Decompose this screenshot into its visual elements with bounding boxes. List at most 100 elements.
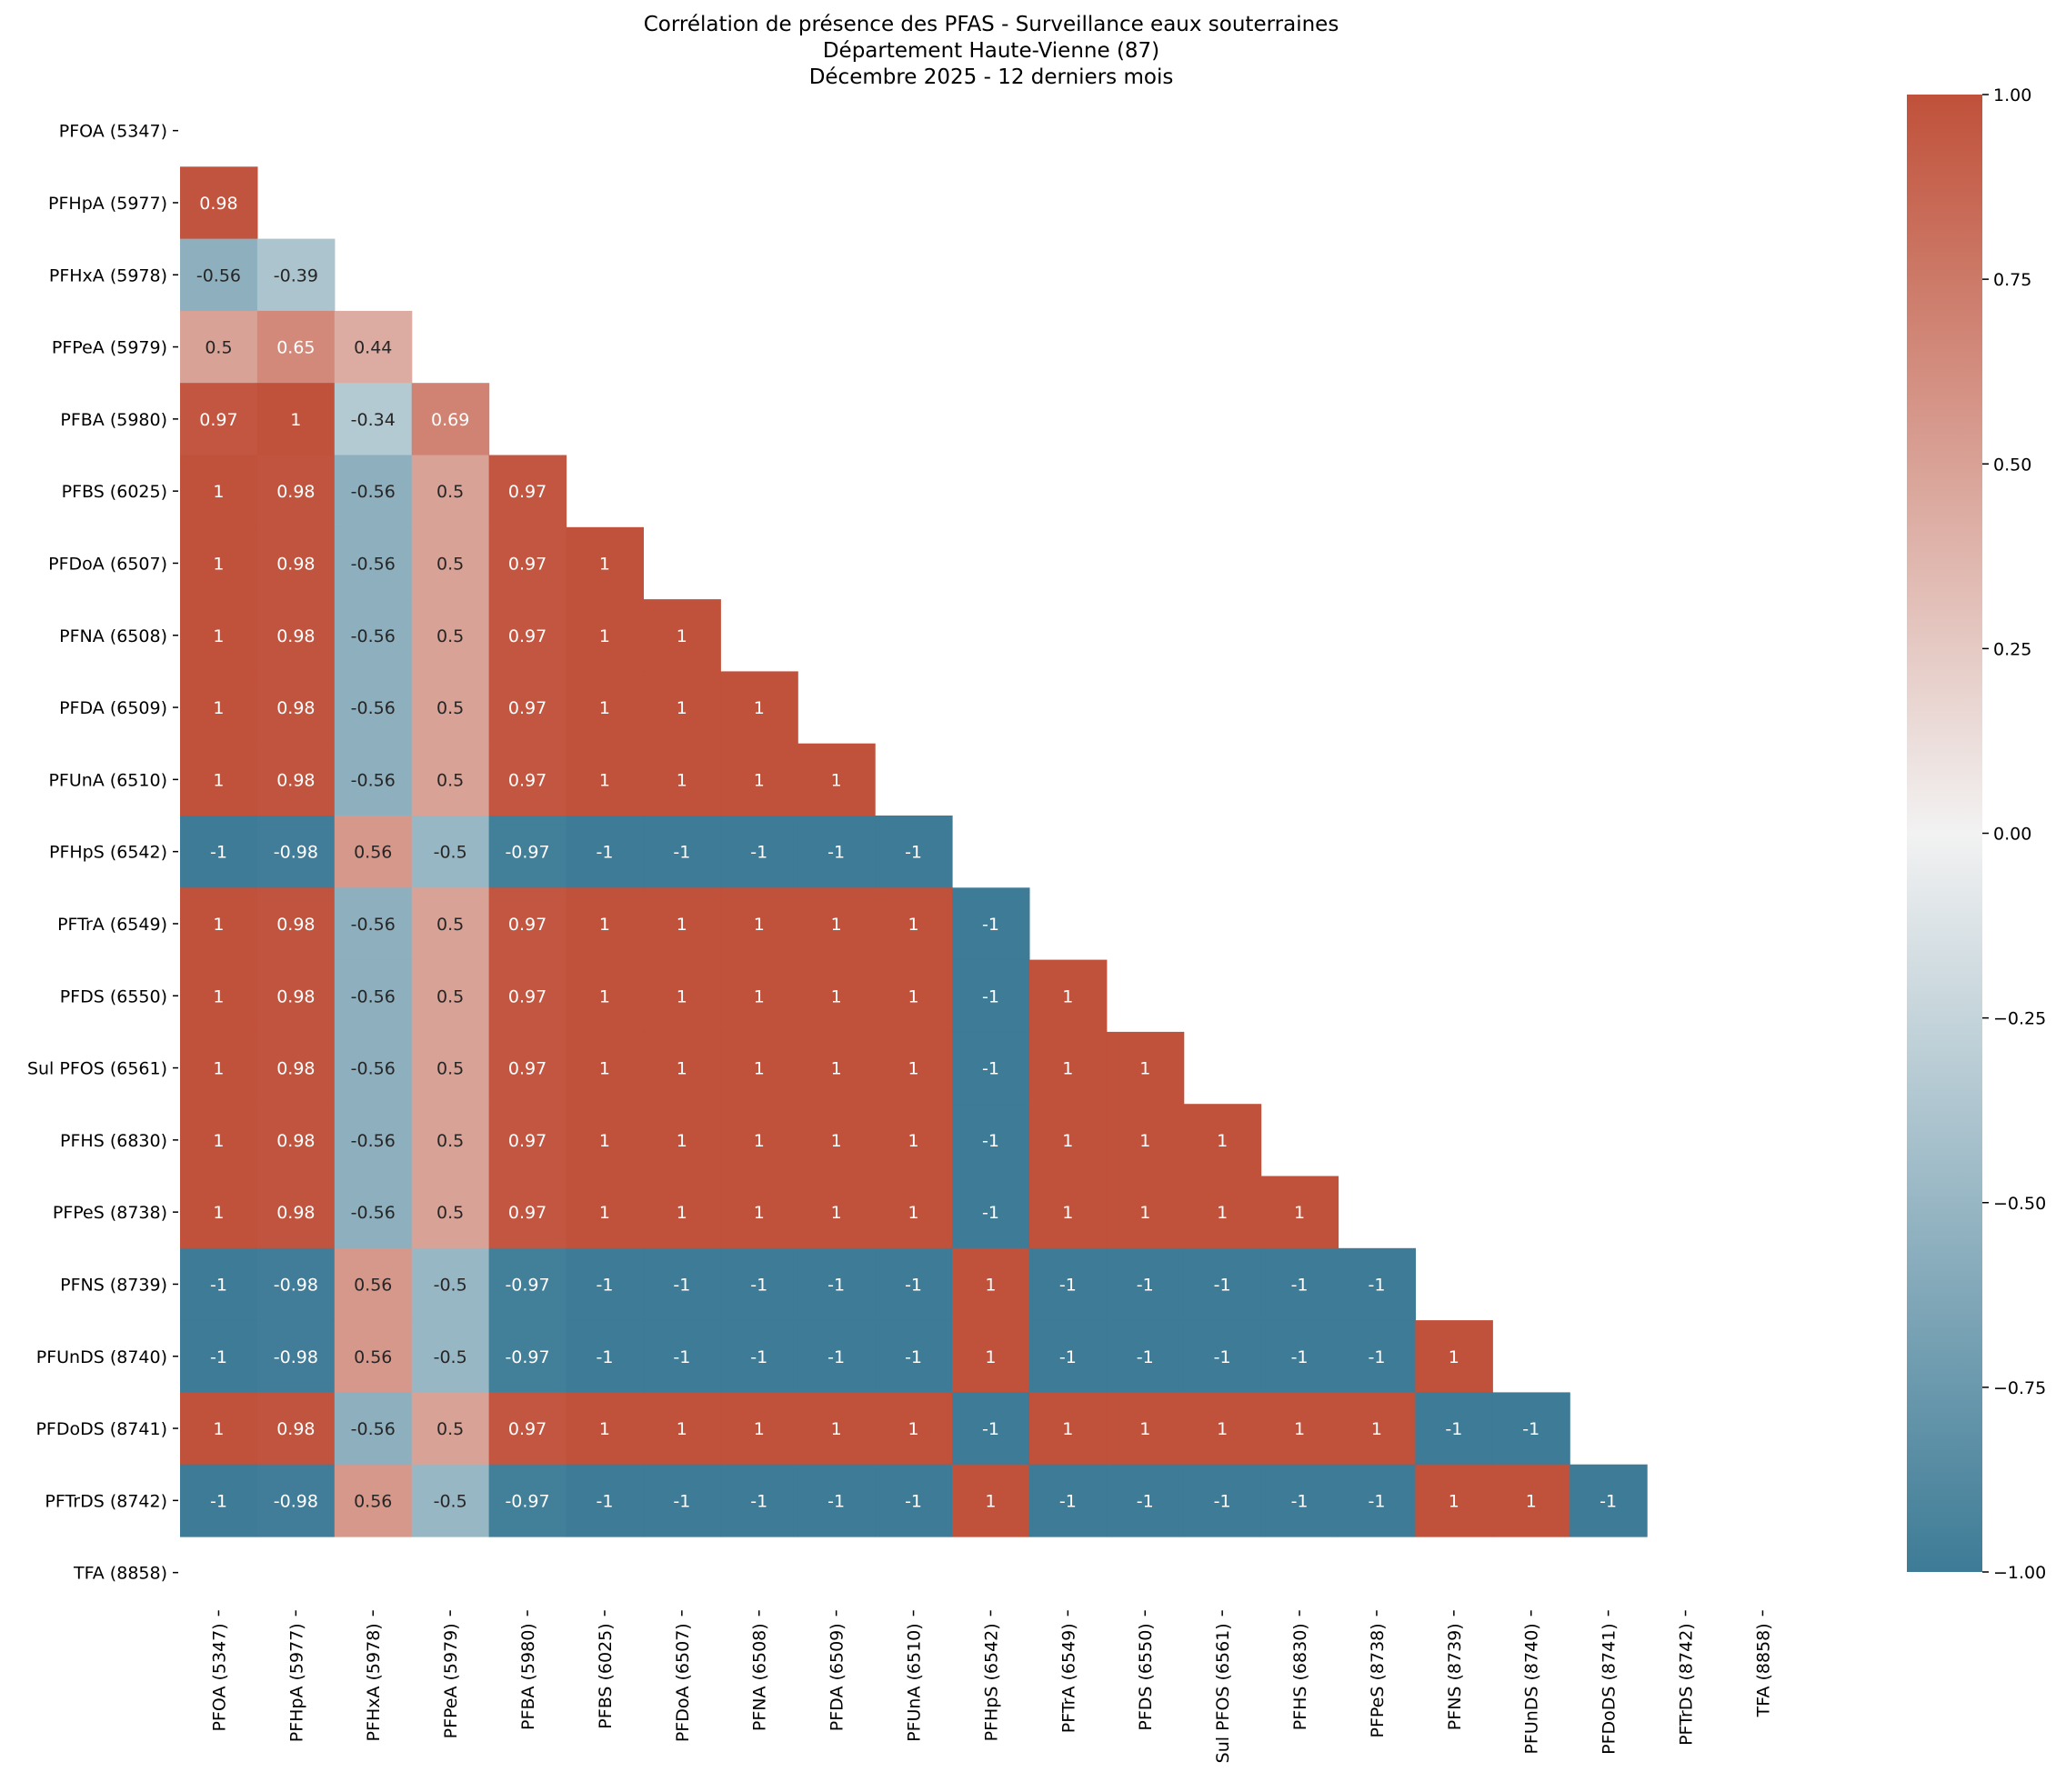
heatmap-cell	[797, 1104, 876, 1177]
heatmap-cell	[875, 1320, 953, 1393]
x-tick-label: Sul PFOS (6561)	[1213, 1623, 1233, 1763]
heatmap-cell	[720, 671, 798, 745]
heatmap-cell	[180, 1320, 258, 1393]
heatmap-cell	[643, 1031, 721, 1105]
colorbar-tick-label: 0.75	[1993, 270, 2031, 290]
cell-value-label: -0.56	[351, 554, 396, 574]
heatmap-cell	[411, 599, 490, 672]
cell-value-label: -1	[982, 915, 999, 935]
cell-value-label: 1	[213, 482, 224, 502]
y-tick-label: PFNS (8739)	[60, 1275, 167, 1295]
y-tick-label: Sul PFOS (6561)	[27, 1059, 167, 1079]
cell-value-label: 0.97	[508, 986, 547, 1006]
cell-value-label: 1	[677, 1203, 687, 1223]
cell-value-label: 1	[1217, 1419, 1228, 1439]
cell-value-label: -0.98	[274, 1491, 318, 1511]
cell-value-label: -1	[1059, 1275, 1077, 1295]
cell-value-label: -1	[210, 843, 227, 863]
heatmap-cell	[180, 887, 258, 961]
heatmap-cell	[875, 816, 953, 888]
cell-value-label: 0.5	[436, 1131, 464, 1151]
heatmap-cell	[643, 671, 721, 745]
heatmap-cell	[1260, 1464, 1339, 1537]
cell-value-label: 1	[985, 1491, 996, 1511]
cell-value-label: -1	[1214, 1275, 1231, 1295]
heatmap-cell	[411, 671, 490, 745]
x-tick-label: PFDA (6509)	[827, 1623, 847, 1731]
heatmap-cell	[180, 1031, 258, 1105]
x-tick-label: PFHpS (6542)	[981, 1623, 1001, 1741]
heatmap-cell	[720, 1320, 798, 1393]
cell-value-label: -1	[596, 1491, 613, 1511]
chart-title-line-3: Décembre 2025 - 12 derniers mois	[809, 65, 1174, 89]
x-tick-label: PFHS (6830)	[1290, 1623, 1310, 1730]
heatmap-cell	[1415, 1464, 1493, 1537]
heatmap-cell	[334, 1320, 413, 1393]
heatmap-cell	[1260, 1320, 1339, 1393]
cell-value-label: -1	[1059, 1347, 1077, 1367]
heatmap-cell	[488, 1320, 567, 1393]
cell-value-label: 1	[213, 1419, 224, 1439]
cell-value-label: -1	[1291, 1275, 1309, 1295]
cell-value-label: 0.98	[276, 770, 315, 790]
cell-value-label: -0.56	[351, 986, 396, 1006]
cell-value-label: 0.98	[276, 986, 315, 1006]
cell-value-label: -1	[827, 843, 845, 863]
heatmap-cells	[180, 166, 1648, 1537]
heatmap-cell	[180, 166, 258, 240]
cell-value-label: 1	[831, 770, 842, 790]
cell-value-label: -0.97	[505, 1347, 549, 1367]
y-axis: PFOA (5347) PFHpA (5977) PFHxA (5978) PFPeA…	[27, 122, 178, 1584]
heatmap-cell	[720, 1247, 798, 1321]
heatmap-cell	[334, 1031, 413, 1105]
heatmap-cell	[256, 1320, 336, 1393]
y-tick-label: PFDoDS (8741)	[35, 1419, 167, 1439]
cell-value-label: 0.44	[354, 338, 392, 358]
heatmap-cell	[1183, 1392, 1262, 1466]
cell-value-label: 1	[213, 698, 224, 718]
heatmap-cell	[334, 383, 413, 456]
cell-value-label: -1	[210, 1275, 227, 1295]
chart-title-line-1: Corrélation de présence des PFAS - Surve…	[644, 13, 1339, 36]
heatmap-cell	[334, 1392, 413, 1466]
heatmap-cell	[875, 1247, 953, 1321]
heatmap-cell	[566, 671, 644, 745]
heatmap-cell	[180, 816, 258, 888]
y-tick-label: PFTrDS (8742)	[45, 1491, 167, 1511]
cell-value-label: 0.69	[431, 410, 469, 430]
cell-value-label: 1	[831, 986, 842, 1006]
cell-value-label: -0.39	[274, 265, 318, 285]
cell-value-label: 0.5	[436, 1059, 464, 1079]
cell-value-label: 0.97	[508, 770, 547, 790]
cell-value-label: -0.56	[351, 1419, 396, 1439]
cell-value-label: 0.5	[436, 482, 464, 502]
heatmap-cell	[180, 959, 258, 1033]
heatmap-cell	[180, 310, 258, 384]
heatmap-cell	[566, 526, 644, 600]
heatmap-cell	[1492, 1392, 1570, 1466]
y-tick-label: PFOA (5347)	[59, 122, 167, 142]
x-tick-label: PFUnDS (8740)	[1522, 1623, 1542, 1754]
heatmap-cell	[1183, 1320, 1262, 1393]
cell-value-label: -1	[673, 1347, 690, 1367]
x-tick-label: PFNS (8739)	[1445, 1623, 1465, 1730]
heatmap-cell	[334, 1464, 413, 1537]
cell-value-label: -0.34	[351, 410, 396, 430]
x-tick-label: PFNA (6508)	[750, 1623, 770, 1731]
cell-value-label: 1	[290, 410, 301, 430]
cell-value-label: 1	[677, 698, 687, 718]
colorbar-tick-label: −0.25	[1993, 1009, 2046, 1029]
cell-value-label: 1	[1526, 1491, 1537, 1511]
cell-value-label: -1	[1214, 1491, 1231, 1511]
cell-value-label: 1	[213, 1131, 224, 1151]
cell-value-label: -1	[982, 1203, 999, 1223]
cell-value-label: -0.56	[351, 626, 396, 646]
heatmap-cell	[488, 887, 567, 961]
heatmap-cell	[256, 887, 336, 961]
cell-value-label: 1	[677, 986, 687, 1006]
heatmap-cell	[1338, 1247, 1416, 1321]
heatmap-cell	[256, 455, 336, 528]
heatmap-cell	[1183, 1176, 1262, 1249]
heatmap-cell	[1338, 1392, 1416, 1466]
